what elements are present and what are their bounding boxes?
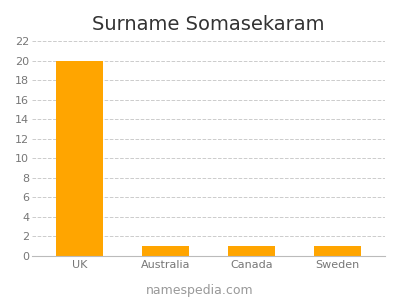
Text: namespedia.com: namespedia.com [146,284,254,297]
Bar [142,246,189,256]
Bar [314,246,361,256]
Bar [228,246,275,256]
Bar [56,61,103,256]
Title: Surname Somasekaram: Surname Somasekaram [92,15,325,34]
